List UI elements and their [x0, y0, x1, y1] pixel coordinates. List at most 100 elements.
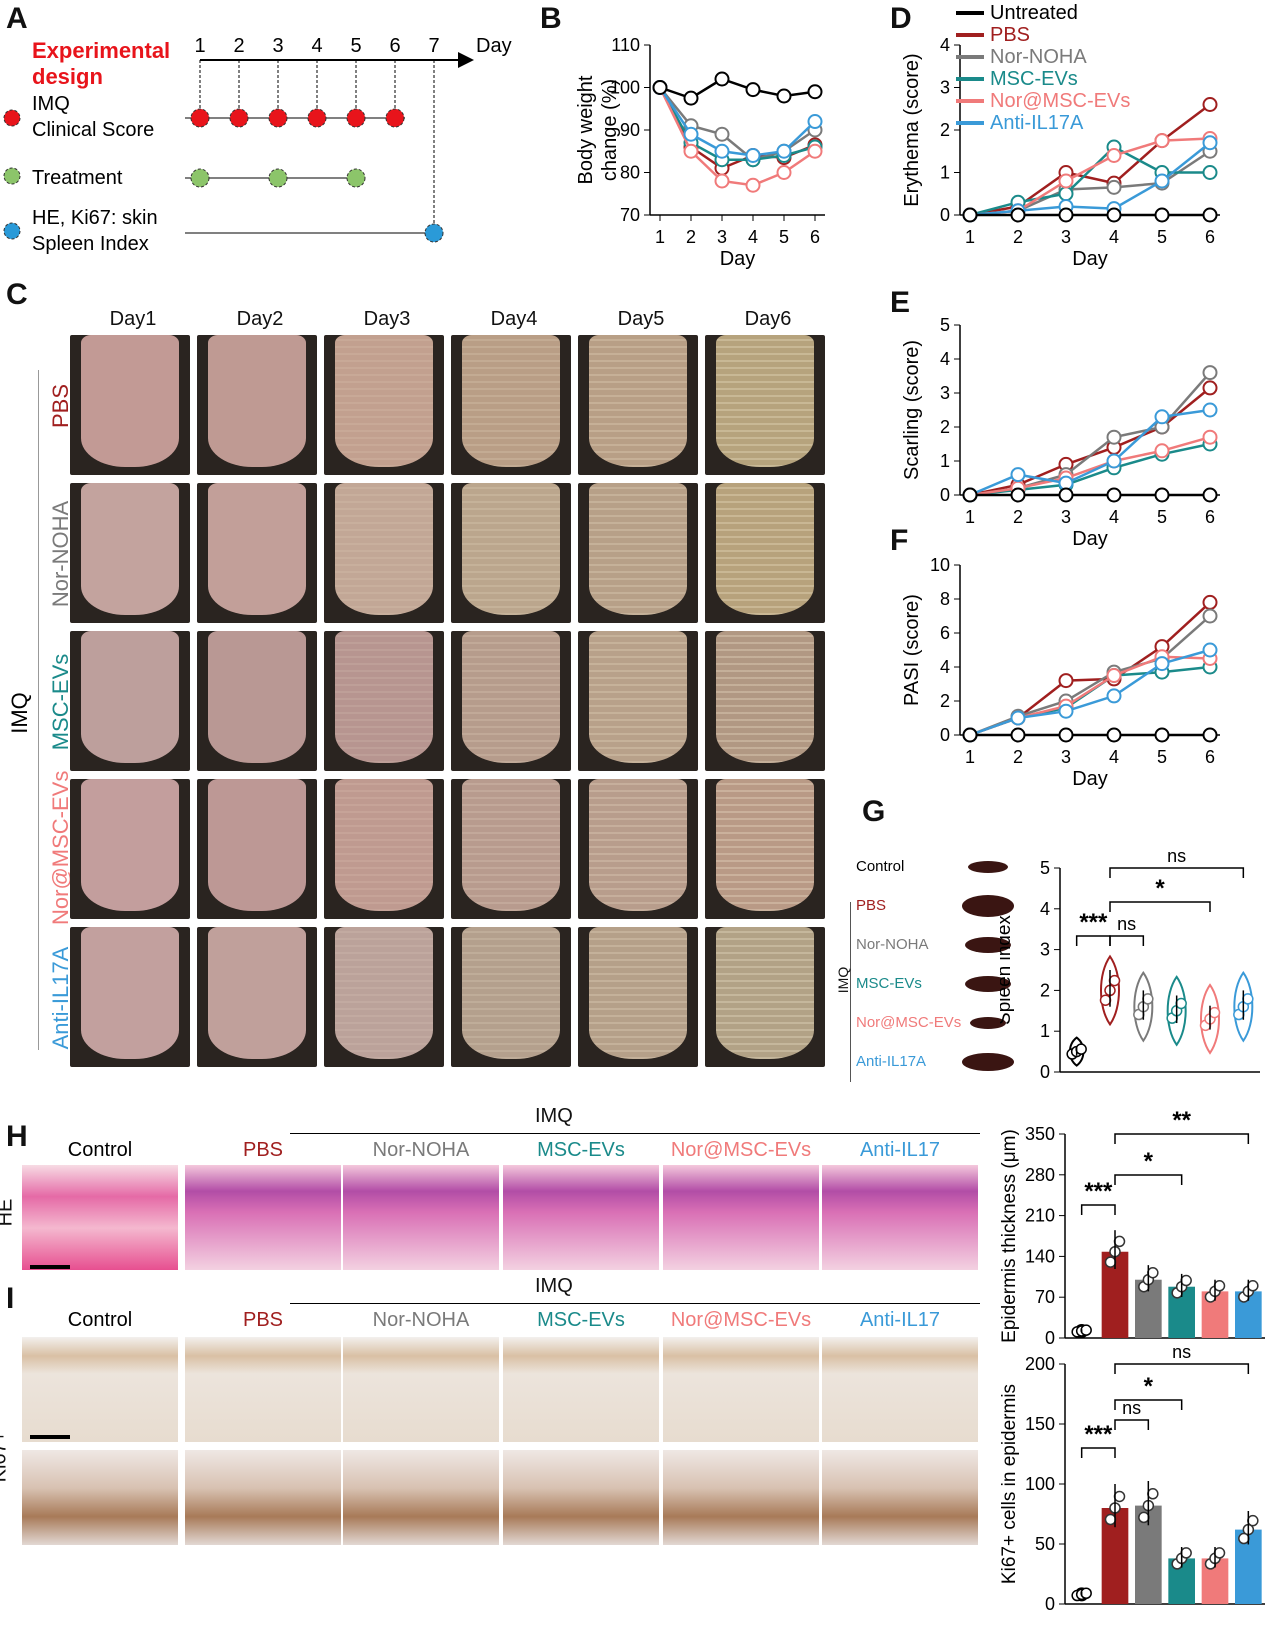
photo-grid: Day1 Day2 Day3 Day4 Day5 Day6 PBS Nor-NOHA MSC-E…: [0, 300, 860, 1080]
series-nor-msc-evs: [962, 649, 1218, 743]
skin-photo-nor-msc-evs-day1: [70, 779, 190, 919]
point-untreated-3: [1058, 727, 1074, 743]
dot-pbs-2: [1108, 974, 1121, 987]
x-tick-label: 4: [748, 227, 758, 247]
imq-dot-day-2: [229, 108, 249, 128]
ki67-zoom-control: [22, 1450, 178, 1545]
point-nor-msc-evs-5: [776, 165, 792, 180]
skin-photo-msc-evs-day1: [70, 631, 190, 771]
sig-bracket-3: [1109, 867, 1245, 878]
imq-dot-day-4: [307, 108, 327, 128]
day-label-2: Day2: [236, 308, 284, 330]
point-nor-msc-evs-3: [714, 173, 730, 189]
imq-line-i: [290, 1303, 980, 1304]
sig-label-0: ***: [1079, 909, 1108, 936]
spleen-label-nor-noha: Nor-NOHA: [856, 936, 929, 953]
point-anti-il17a-5: [776, 143, 792, 159]
x-tick-label: 2: [1013, 747, 1023, 767]
skin-photo-nor-msc-evs-day4: [451, 779, 571, 919]
point-nor-msc-evs-2: [683, 143, 699, 159]
y-tick-label: 10: [930, 555, 950, 575]
point-untreated-2: [1010, 727, 1026, 743]
y-tick-label: 100: [1025, 1474, 1055, 1494]
dot-anti-il17a-2: [1242, 993, 1254, 1005]
scale-bar-ki67: [30, 1435, 70, 1439]
skin-photo-anti-il17a-day6: [705, 927, 825, 1067]
spleen-image-anti-il17a: [962, 1053, 1014, 1071]
point-msc-evs-6: [1202, 165, 1218, 180]
imq-dot-icon: [3, 109, 21, 127]
dot-anti-il17-2: [1247, 1514, 1259, 1527]
y-tick-label: 0: [940, 485, 950, 505]
day-tick-5: 5: [350, 35, 361, 57]
point-nor-noha-3: [714, 126, 730, 142]
y-tick-label: 4: [940, 35, 950, 55]
row-label-he: HE: [0, 1198, 17, 1227]
ki67-zoom-anti-il17: [822, 1450, 978, 1545]
skin-photo-nor-noha-day6: [705, 483, 825, 623]
dot-msc-evs-2: [1175, 997, 1187, 1010]
panel-letter-b: B: [540, 2, 562, 35]
point-nor-msc-evs-4: [745, 177, 761, 193]
y-tick-label: 110: [611, 35, 640, 55]
sig-label-2: **: [1172, 1110, 1191, 1134]
series-untreated: [962, 207, 1218, 223]
point-untreated-4: [1106, 727, 1122, 743]
y-tick-label: 8: [940, 589, 950, 609]
point-nor-msc-evs-4: [1106, 668, 1122, 683]
y-tick-label: 350: [1025, 1124, 1055, 1144]
endpoint-dot-day-7: [424, 223, 444, 243]
point-untreated-6: [1202, 207, 1218, 223]
imq-bracket: [38, 370, 39, 1050]
dot-pbs-2: [1113, 1235, 1126, 1248]
point-anti-il17a-4: [1106, 453, 1122, 469]
he-title-nor-noha: Nor-NOHA: [372, 1139, 470, 1161]
day-ticks: 1 2 3 4 5 6 7: [194, 35, 440, 233]
point-untreated-6: [1202, 727, 1218, 743]
y-tick-label: 2: [1040, 980, 1050, 1000]
point-untreated-1: [962, 487, 978, 503]
point-nor-noha-6: [1202, 365, 1218, 381]
y-tick-label: 2: [940, 691, 950, 711]
he-title-anti-il17: Anti-IL17: [859, 1139, 941, 1161]
day-tick-4: 4: [311, 35, 322, 57]
point-anti-il17a-4: [745, 148, 761, 163]
sig-bracket-0: [1075, 935, 1111, 946]
timeline-arrow-icon: [458, 52, 474, 68]
dot-nor-noha-2: [1147, 1488, 1159, 1500]
sig-label-3: ns: [1172, 1342, 1191, 1362]
y-tick-label: 140: [1025, 1246, 1055, 1266]
point-nor-msc-evs-4: [1106, 148, 1122, 163]
point-anti-il17a-2: [1010, 710, 1026, 726]
point-pbs-6: [1202, 97, 1218, 112]
point-untreated-3: [1058, 487, 1074, 503]
point-nor-msc-evs-6: [1202, 429, 1218, 445]
he-image-anti-il17: [822, 1165, 978, 1270]
y-tick-label: 0: [1040, 1062, 1050, 1080]
imq-label-h: IMQ: [535, 1105, 573, 1127]
point-msc-evs-3: [1058, 186, 1074, 202]
imq-label-i: IMQ: [535, 1275, 573, 1297]
y-tick-label: 50: [1035, 1534, 1055, 1554]
day-tick-7: 7: [428, 35, 439, 57]
skin-photo-nor-msc-evs-day5: [578, 779, 698, 919]
point-untreated-5: [1154, 727, 1170, 743]
y-tick-label: 90: [620, 120, 640, 140]
point-untreated-4: [1106, 487, 1122, 503]
imq-side-label: IMQ: [7, 692, 32, 734]
skin-photo-anti-il17a-day1: [70, 927, 190, 1067]
row-he-label: HE, Ki67: skin: [32, 207, 158, 229]
dot-pbs-0: [1099, 994, 1112, 1006]
x-tick-label: 3: [1061, 747, 1071, 767]
he-title-control: Control: [67, 1139, 133, 1161]
x-tick-label: 5: [1157, 227, 1167, 247]
violin-nor-noha: [1133, 970, 1154, 1043]
imq-dot-day-1: [190, 108, 210, 128]
day-label-4: Day4: [490, 308, 538, 330]
panel-letter-g: G: [862, 795, 886, 828]
dot-pbs-2: [1113, 1490, 1126, 1503]
dot-pbs-0: [1104, 1256, 1117, 1268]
he-title-nor-msc-evs: Nor@MSC-EVs: [670, 1139, 812, 1161]
imq-dot-day-5: [346, 108, 366, 128]
